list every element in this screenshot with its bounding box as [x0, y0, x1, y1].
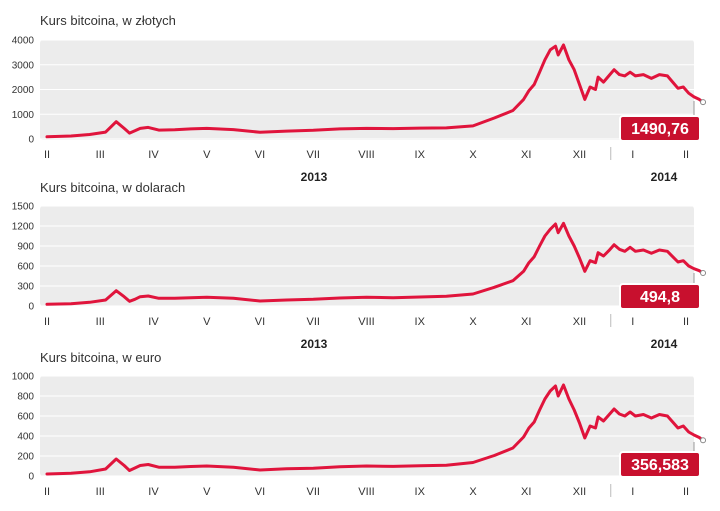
grid-zloty	[40, 39, 694, 140]
year-label-2013-dollar: 2013	[301, 337, 328, 351]
year-label-2014-zloty: 2014	[651, 170, 678, 184]
plot-background-dollar	[40, 206, 694, 306]
x-tick-label-euro-4: VI	[255, 486, 265, 498]
latest-point-euro	[700, 437, 707, 444]
x-tick-label-euro-6: VIII	[358, 486, 375, 498]
x-tick-label-euro-12: II	[683, 486, 689, 498]
x-tick-label-zloty-5: VII	[307, 149, 320, 161]
y-tick-label-zloty-4: 0	[28, 135, 34, 146]
y-tick-label-zloty-1: 3000	[12, 60, 35, 71]
year-label-2013-zloty: 2013	[301, 170, 328, 184]
chart-panel-dollar: Kurs bitcoina, w dolarach 1500 1200 900 600…	[12, 180, 707, 351]
x-tick-label-dollar-8: X	[469, 316, 477, 328]
series-line-euro	[45, 383, 705, 476]
x-tick-label-zloty-7: IX	[415, 149, 426, 161]
y-tick-label-euro-1: 800	[17, 392, 34, 403]
latest-value-badge-dollar	[619, 283, 701, 310]
y-tick-label-euro-0: 1000	[12, 372, 35, 383]
year-label-2014-dollar: 2014	[651, 337, 678, 351]
x-tick-label-dollar-2: IV	[148, 316, 159, 328]
y-tick-label-zloty-2: 2000	[12, 85, 35, 96]
latest-value-badge-zloty	[619, 115, 701, 142]
latest-value-zloty: 1490,76	[631, 121, 689, 138]
x-tick-label-zloty-4: VI	[255, 149, 265, 161]
x-tick-label-dollar-3: V	[203, 316, 211, 328]
y-tick-label-dollar-3: 600	[17, 262, 34, 273]
x-tick-label-euro-2: IV	[148, 486, 159, 498]
series-line-zloty	[45, 43, 705, 139]
chart-title-dollar: Kurs bitcoina, w dolarach	[40, 180, 185, 195]
latest-value-badge-euro	[619, 451, 701, 478]
x-tick-label-euro-9: XI	[521, 486, 531, 498]
x-tick-label-dollar-12: II	[683, 316, 689, 328]
y-tick-label-euro-2: 600	[17, 412, 34, 423]
x-tick-label-zloty-12: II	[683, 149, 689, 161]
x-tick-label-euro-0: II	[44, 486, 50, 498]
latest-value-euro: 356,583	[631, 457, 689, 474]
x-tick-label-dollar-7: IX	[415, 316, 426, 328]
x-tick-label-euro-7: IX	[415, 486, 426, 498]
x-tick-label-zloty-11: I	[631, 149, 634, 161]
y-tick-label-dollar-1: 1200	[12, 222, 35, 233]
y-tick-label-dollar-4: 300	[17, 282, 34, 293]
y-tick-label-euro-4: 200	[17, 452, 34, 463]
chart-panel-zloty: Kurs bitcoina, w złotych 4000 3000 2000 100…	[12, 13, 707, 184]
y-tick-label-zloty-0: 4000	[12, 36, 35, 47]
x-tick-label-zloty-6: VIII	[358, 149, 375, 161]
x-tick-label-dollar-1: III	[96, 316, 105, 328]
x-tick-label-euro-1: III	[96, 486, 105, 498]
y-axis-dollar: 1500 1200 900 600 300 0	[12, 202, 35, 313]
x-axis-zloty: II III IV V VI VII VIII IX X XI XII I II	[44, 147, 689, 161]
x-tick-label-euro-3: V	[203, 486, 211, 498]
x-tick-label-dollar-11: I	[631, 316, 634, 328]
y-tick-label-euro-3: 400	[17, 432, 34, 443]
latest-value-dollar: 494,8	[640, 289, 680, 306]
chart-title-zloty: Kurs bitcoina, w złotych	[40, 13, 176, 28]
y-tick-label-euro-5: 0	[28, 472, 34, 483]
latest-point-dollar	[700, 270, 707, 276]
chart-title-euro: Kurs bitcoina, w euro	[40, 350, 161, 365]
x-tick-label-euro-8: X	[469, 486, 477, 498]
x-tick-label-zloty-8: X	[469, 149, 477, 161]
x-tick-label-zloty-1: III	[96, 149, 105, 161]
x-tick-label-dollar-0: II	[44, 316, 50, 328]
y-tick-label-dollar-5: 0	[28, 302, 34, 313]
y-tick-label-dollar-0: 1500	[12, 202, 35, 213]
grid-euro	[40, 375, 694, 477]
y-axis-euro: 1000 800 600 400 200 0	[12, 372, 35, 483]
x-tick-label-zloty-0: II	[44, 149, 50, 161]
x-tick-label-euro-5: VII	[307, 486, 320, 498]
x-axis-euro: II III IV V VI VII VIII IX X XI XII I II	[44, 484, 689, 498]
x-tick-label-euro-10: XII	[573, 486, 586, 498]
y-tick-label-zloty-3: 1000	[12, 110, 35, 121]
x-tick-label-zloty-10: XII	[573, 149, 586, 161]
y-axis-zloty: 4000 3000 2000 1000 0	[12, 36, 35, 146]
x-tick-label-dollar-9: XI	[521, 316, 531, 328]
x-tick-label-zloty-2: IV	[148, 149, 159, 161]
chart-panel-euro: Kurs bitcoina, w euro 10008006004002000 …	[12, 350, 707, 498]
y-tick-label-dollar-2: 900	[17, 242, 34, 253]
x-tick-label-zloty-3: V	[203, 149, 211, 161]
x-tick-label-euro-11: I	[631, 486, 634, 498]
series-line-dollar	[45, 221, 705, 306]
grid-dollar	[40, 205, 694, 307]
x-tick-label-dollar-5: VII	[307, 316, 320, 328]
plot-background-euro	[40, 376, 694, 476]
x-axis-dollar: II III IV V VI VII VIII IX X XI XII I II	[44, 314, 689, 328]
x-tick-label-dollar-4: VI	[255, 316, 265, 328]
x-tick-label-dollar-10: XII	[573, 316, 586, 328]
x-tick-label-dollar-6: VIII	[358, 316, 375, 328]
x-tick-label-zloty-9: XI	[521, 149, 531, 161]
latest-point-zloty	[700, 99, 707, 106]
